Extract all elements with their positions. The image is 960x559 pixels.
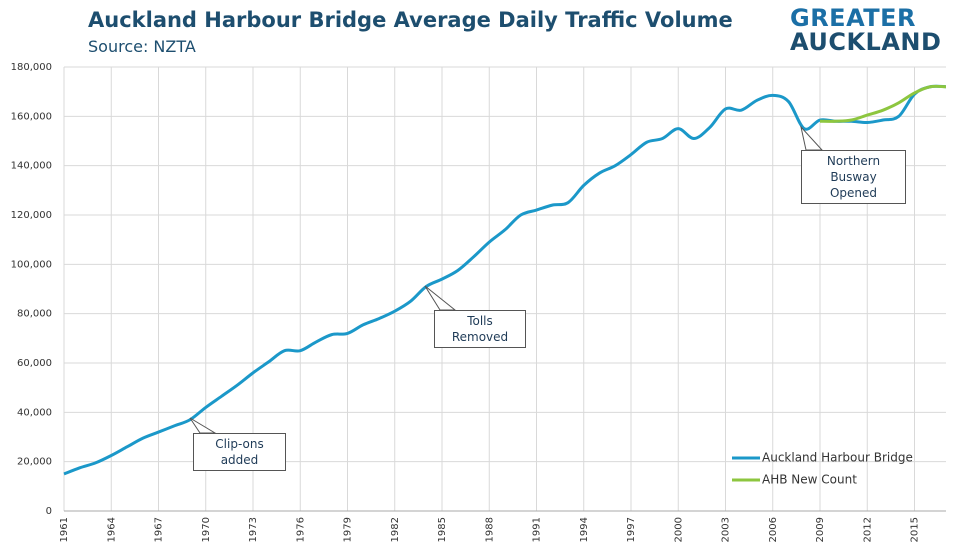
annotation: Clip-ons added — [193, 433, 286, 471]
x-tick-label: 1964 — [106, 517, 117, 542]
callout-pointer — [800, 125, 824, 151]
y-tick-label: 0 — [46, 506, 52, 517]
y-tick-label: 100,000 — [11, 259, 52, 270]
x-tick-label: 1979 — [343, 517, 354, 542]
x-tick-label: 2015 — [910, 517, 921, 542]
x-tick-label: 1988 — [484, 517, 495, 542]
y-tick-label: 180,000 — [11, 62, 52, 73]
x-tick-label: 1961 — [59, 517, 70, 542]
chart-title: Auckland Harbour Bridge Average Daily Tr… — [88, 8, 733, 32]
x-tick-label: 1997 — [626, 517, 637, 542]
y-tick-label: 120,000 — [11, 210, 52, 221]
legend-label: Auckland Harbour Bridge — [762, 451, 913, 465]
y-tick-label: 80,000 — [17, 309, 52, 320]
x-tick-label: 2009 — [815, 517, 826, 542]
x-tick-label: 1976 — [295, 517, 306, 542]
y-tick-label: 20,000 — [17, 457, 52, 468]
x-tick-label: 1991 — [532, 517, 543, 542]
y-tick-label: 140,000 — [11, 161, 52, 172]
x-tick-label: 2006 — [768, 517, 779, 542]
x-tick-label: 1982 — [390, 517, 401, 542]
series-line — [63, 84, 947, 476]
legend-label: AHB New Count — [762, 473, 857, 487]
annotation: Northern Busway Opened — [801, 150, 906, 204]
chart-subtitle: Source: NZTA — [88, 37, 196, 56]
x-tick-label: 1994 — [579, 517, 590, 542]
logo-text: GREATER — [790, 4, 917, 32]
series-line — [819, 84, 947, 123]
x-tick-label: 1967 — [154, 517, 165, 542]
logo: GREATER AUCKLAND — [790, 6, 941, 54]
x-tick-label: 2012 — [862, 517, 873, 542]
x-tick-label: 2003 — [721, 517, 732, 542]
callout-pointer — [424, 285, 457, 311]
x-tick-label: 1985 — [437, 517, 448, 542]
y-tick-label: 60,000 — [17, 358, 52, 369]
x-tick-label: 1973 — [248, 517, 259, 542]
annotation: Tolls Removed — [434, 310, 526, 348]
x-tick-label: 1970 — [201, 517, 212, 542]
y-tick-label: 40,000 — [17, 407, 52, 418]
logo-text: AUCKLAND — [790, 28, 942, 56]
callout-pointer — [189, 417, 217, 434]
y-tick-label: 160,000 — [11, 111, 52, 122]
x-tick-label: 2000 — [673, 517, 684, 542]
